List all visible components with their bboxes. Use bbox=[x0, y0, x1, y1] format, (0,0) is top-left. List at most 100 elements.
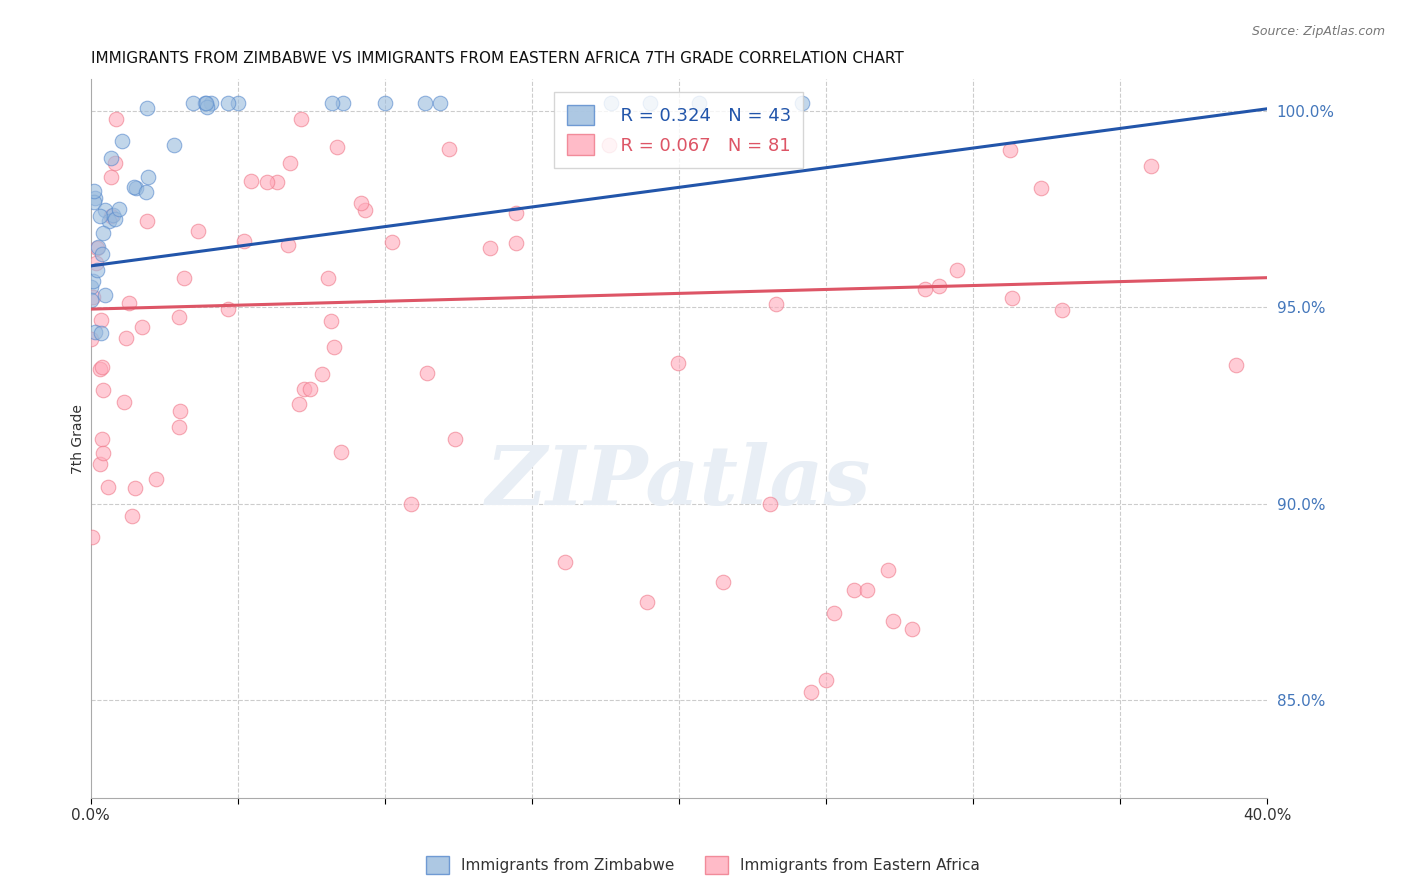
Point bbox=[118, 296, 141, 310]
Point bbox=[666, 356, 689, 370]
Point bbox=[115, 331, 138, 345]
Point bbox=[429, 95, 451, 110]
Point bbox=[636, 595, 658, 609]
Point bbox=[844, 582, 866, 597]
Point bbox=[97, 213, 120, 227]
Point bbox=[89, 209, 111, 223]
Point bbox=[108, 202, 131, 216]
Point bbox=[945, 262, 967, 277]
Point bbox=[298, 382, 321, 396]
Point bbox=[399, 497, 422, 511]
Point bbox=[290, 112, 312, 126]
Point bbox=[124, 181, 146, 195]
Point bbox=[86, 241, 108, 255]
Point bbox=[100, 170, 122, 185]
Point bbox=[124, 481, 146, 495]
Point bbox=[80, 293, 103, 307]
Point bbox=[505, 236, 527, 251]
Point bbox=[194, 95, 217, 110]
Point bbox=[136, 214, 159, 228]
Point bbox=[90, 313, 112, 327]
Point bbox=[814, 673, 837, 688]
Text: Source: ZipAtlas.com: Source: ZipAtlas.com bbox=[1251, 25, 1385, 38]
Point bbox=[439, 142, 461, 156]
Point bbox=[758, 497, 780, 511]
Point bbox=[91, 383, 114, 397]
Point bbox=[350, 196, 373, 211]
Point bbox=[84, 325, 107, 339]
Point bbox=[330, 445, 353, 459]
Point bbox=[82, 274, 104, 288]
Legend: Immigrants from Zimbabwe, Immigrants from Eastern Africa: Immigrants from Zimbabwe, Immigrants fro… bbox=[420, 850, 986, 880]
Point bbox=[240, 174, 263, 188]
Point bbox=[97, 480, 120, 494]
Point bbox=[321, 314, 343, 328]
Point bbox=[80, 280, 103, 294]
Point bbox=[101, 208, 124, 222]
Point bbox=[256, 175, 278, 189]
Point bbox=[183, 95, 205, 110]
Point bbox=[598, 138, 620, 153]
Point bbox=[882, 615, 904, 629]
Point bbox=[195, 100, 218, 114]
Point bbox=[90, 326, 112, 340]
Point bbox=[877, 563, 900, 577]
Point bbox=[104, 211, 127, 226]
Point bbox=[1050, 302, 1073, 317]
Point bbox=[900, 622, 922, 636]
Point bbox=[323, 340, 346, 354]
Point bbox=[122, 180, 145, 194]
Point bbox=[83, 195, 105, 210]
Point bbox=[194, 95, 217, 110]
Point bbox=[169, 420, 191, 434]
Point bbox=[187, 224, 209, 238]
Point bbox=[112, 395, 135, 409]
Point bbox=[80, 332, 103, 346]
Text: IMMIGRANTS FROM ZIMBABWE VS IMMIGRANTS FROM EASTERN AFRICA 7TH GRADE CORRELATION: IMMIGRANTS FROM ZIMBABWE VS IMMIGRANTS F… bbox=[91, 51, 904, 66]
Point bbox=[104, 156, 127, 170]
Point bbox=[135, 186, 157, 200]
Text: ZIPatlas: ZIPatlas bbox=[486, 442, 872, 522]
Point bbox=[91, 446, 114, 460]
Point bbox=[93, 226, 115, 240]
Point bbox=[111, 135, 134, 149]
Point bbox=[1031, 180, 1053, 194]
Point bbox=[277, 238, 299, 252]
Point bbox=[200, 95, 222, 110]
Point bbox=[287, 397, 309, 411]
Point bbox=[688, 95, 710, 110]
Point bbox=[800, 685, 823, 699]
Point bbox=[415, 366, 437, 380]
Point bbox=[169, 403, 191, 417]
Point bbox=[311, 367, 333, 381]
Point bbox=[226, 95, 249, 110]
Point bbox=[415, 95, 437, 110]
Point bbox=[82, 290, 104, 304]
Point bbox=[169, 310, 191, 324]
Point bbox=[321, 95, 343, 110]
Point bbox=[914, 282, 936, 296]
Point bbox=[278, 155, 301, 169]
Point bbox=[86, 263, 108, 277]
Point bbox=[316, 270, 339, 285]
Point bbox=[136, 101, 159, 115]
Point bbox=[89, 457, 111, 471]
Point bbox=[173, 271, 195, 285]
Point bbox=[93, 288, 115, 302]
Point bbox=[353, 203, 375, 218]
Point bbox=[325, 140, 347, 154]
Point bbox=[232, 234, 254, 248]
Y-axis label: 7th Grade: 7th Grade bbox=[72, 404, 86, 474]
Point bbox=[444, 432, 467, 446]
Point bbox=[478, 241, 501, 255]
Point bbox=[84, 256, 107, 270]
Point bbox=[292, 382, 315, 396]
Point bbox=[87, 240, 110, 254]
Point bbox=[90, 247, 112, 261]
Point bbox=[790, 95, 813, 110]
Legend:   R = 0.324   N = 43,   R = 0.067   N = 81: R = 0.324 N = 43, R = 0.067 N = 81 bbox=[554, 92, 803, 168]
Point bbox=[1140, 160, 1163, 174]
Point bbox=[505, 205, 527, 219]
Point bbox=[104, 112, 127, 126]
Point bbox=[217, 301, 239, 316]
